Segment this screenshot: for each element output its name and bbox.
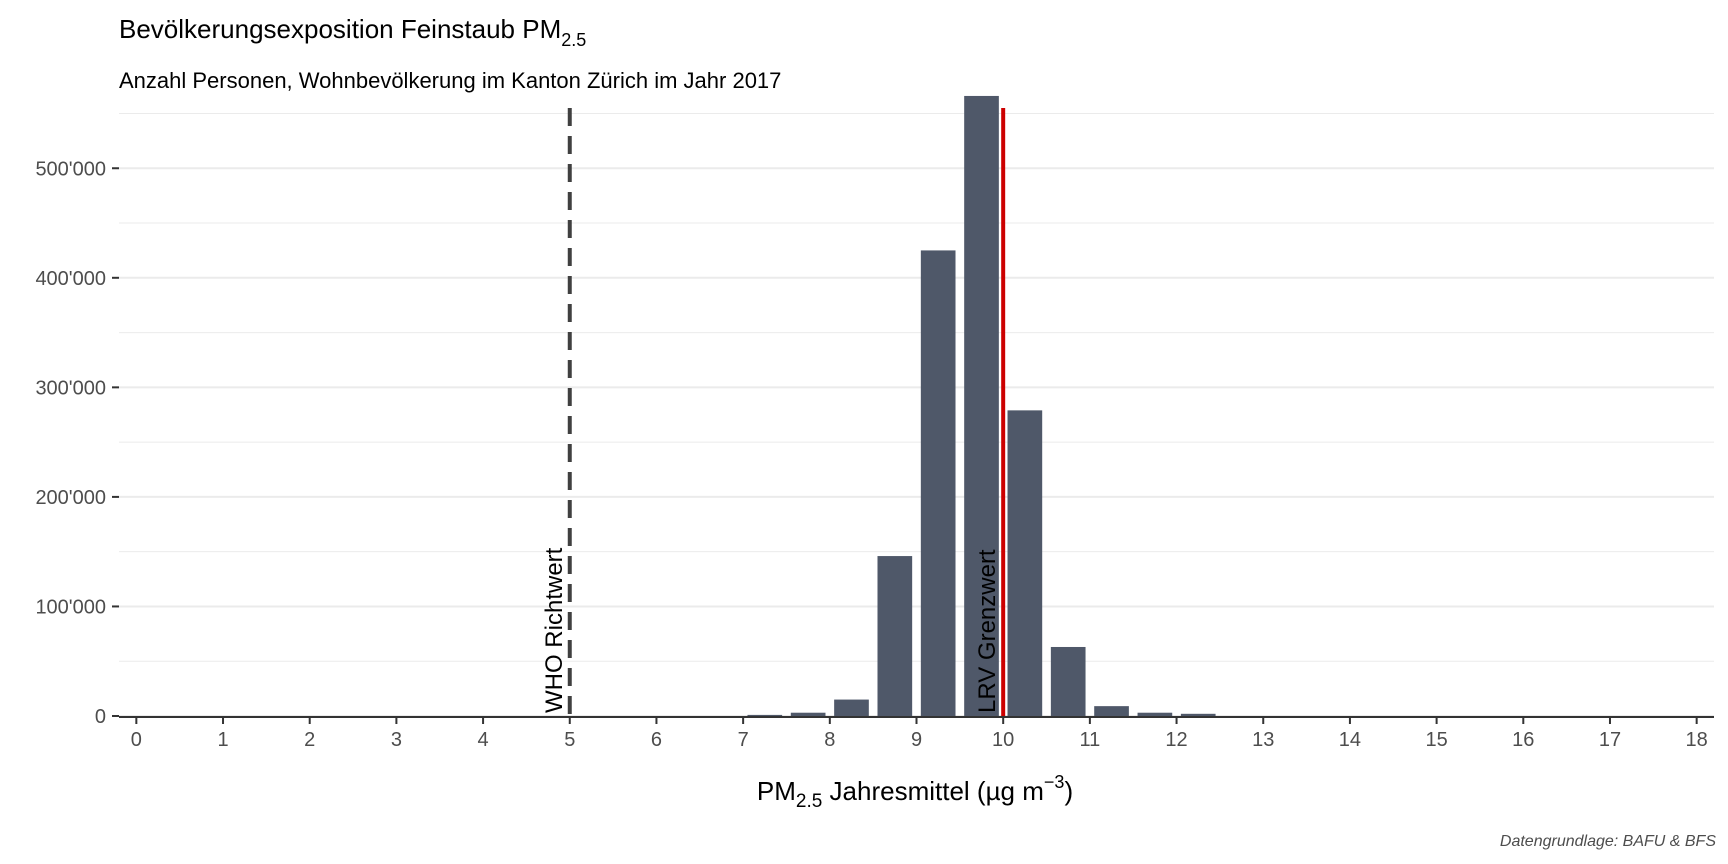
y-tick-label: 400'000: [35, 268, 106, 290]
y-tick-label: 200'000: [35, 487, 106, 509]
bar: [1137, 712, 1173, 716]
bar: [964, 95, 999, 717]
bar: [1094, 706, 1129, 716]
bar: [834, 699, 869, 716]
reference-line-label: WHO Richtwert: [541, 547, 568, 713]
y-tick-label: 300'000: [35, 377, 106, 399]
bar: [1007, 410, 1043, 716]
bar: [747, 714, 783, 716]
x-tick-label: 11: [1079, 729, 1100, 751]
bar: [790, 712, 826, 716]
x-tick-label: 9: [911, 729, 922, 751]
x-axis-label: PM2.5 Jahresmittel (µg m−3): [757, 772, 1073, 812]
x-tick-label: 8: [824, 729, 835, 751]
x-tick-label: 16: [1512, 729, 1534, 751]
reference-lines: WHO Richtwert LRV Grenzwert: [541, 108, 1006, 716]
x-tick-label: 6: [651, 729, 662, 751]
bar: [920, 250, 956, 716]
y-ticks: 0 100'000 200'000 300'000 400'000 500'000: [35, 158, 119, 728]
chart-subtitle: Anzahl Personen, Wohnbevölkerung im Kant…: [119, 68, 781, 93]
x-tick-label: 14: [1339, 729, 1361, 751]
x-tick-label: 2: [304, 729, 315, 751]
y-tick-label: 500'000: [35, 158, 106, 180]
x-tick-label: 13: [1252, 729, 1274, 751]
caption: Datengrundlage: BAFU & BFS: [1500, 833, 1716, 850]
y-tick-label: 100'000: [35, 596, 106, 618]
bar: [1050, 646, 1086, 716]
x-tick-label: 3: [391, 729, 402, 751]
x-tick-label: 15: [1425, 729, 1447, 751]
bar: [877, 556, 913, 716]
x-tick-label: 1: [217, 729, 228, 751]
x-tick-label: 10: [992, 729, 1014, 751]
x-ticks: 0 1 2 3 4 5 6 7 8 9 10 11 12 13 14 15 16 17 18: [131, 717, 1708, 751]
x-tick-label: 12: [1165, 729, 1187, 751]
bar: [1180, 713, 1216, 716]
x-tick-label: 0: [131, 729, 142, 751]
x-tick-label: 18: [1686, 729, 1708, 751]
x-tick-label: 4: [478, 729, 489, 751]
grid-lines: [119, 112, 1714, 717]
reference-line-label: LRV Grenzwert: [974, 549, 1001, 713]
y-tick-label: 0: [95, 706, 106, 728]
x-tick-label: 7: [738, 729, 749, 751]
x-tick-label: 5: [564, 729, 575, 751]
x-tick-label: 17: [1599, 729, 1621, 751]
chart-title: Bevölkerungsexposition Feinstaub PM2.5: [119, 14, 586, 50]
bars: [747, 95, 1216, 717]
